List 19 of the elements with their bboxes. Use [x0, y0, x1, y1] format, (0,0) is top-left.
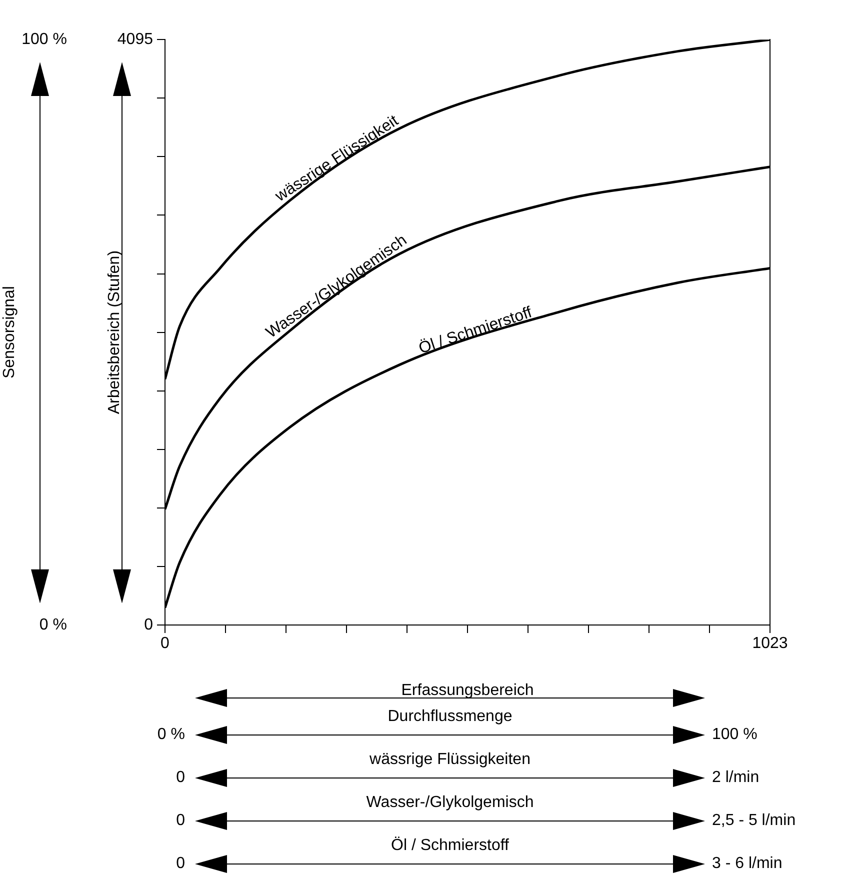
- y2-tick-label: 0 %: [39, 616, 67, 634]
- text: Durchflussmenge: [386, 708, 514, 726]
- text: 0 %: [157, 726, 185, 744]
- text: 2 l/min: [712, 769, 760, 787]
- text: 0: [176, 855, 185, 873]
- text: wässrige Flüssigkeiten: [368, 751, 532, 769]
- y-axis-title: Arbeitsbereich (Stufen): [106, 250, 124, 414]
- y2-axis-title: Sensorsignal: [1, 286, 18, 379]
- text: 0: [176, 812, 185, 830]
- y2-tick-label: 100 %: [22, 31, 67, 48]
- text: Öl / Schmierstoff: [390, 837, 510, 855]
- text: 100 %: [712, 726, 758, 744]
- text: 2,5 - 5 l/min: [712, 812, 796, 830]
- text: 3 - 6 l/min: [712, 855, 782, 873]
- x-tick-label: 1023: [752, 635, 788, 652]
- text: 0: [176, 769, 185, 787]
- text: Wasser-/Glykolgemisch: [365, 794, 535, 812]
- y-tick-label: 4095: [117, 31, 154, 48]
- x-axis-title: Erfassungsbereich: [401, 682, 534, 699]
